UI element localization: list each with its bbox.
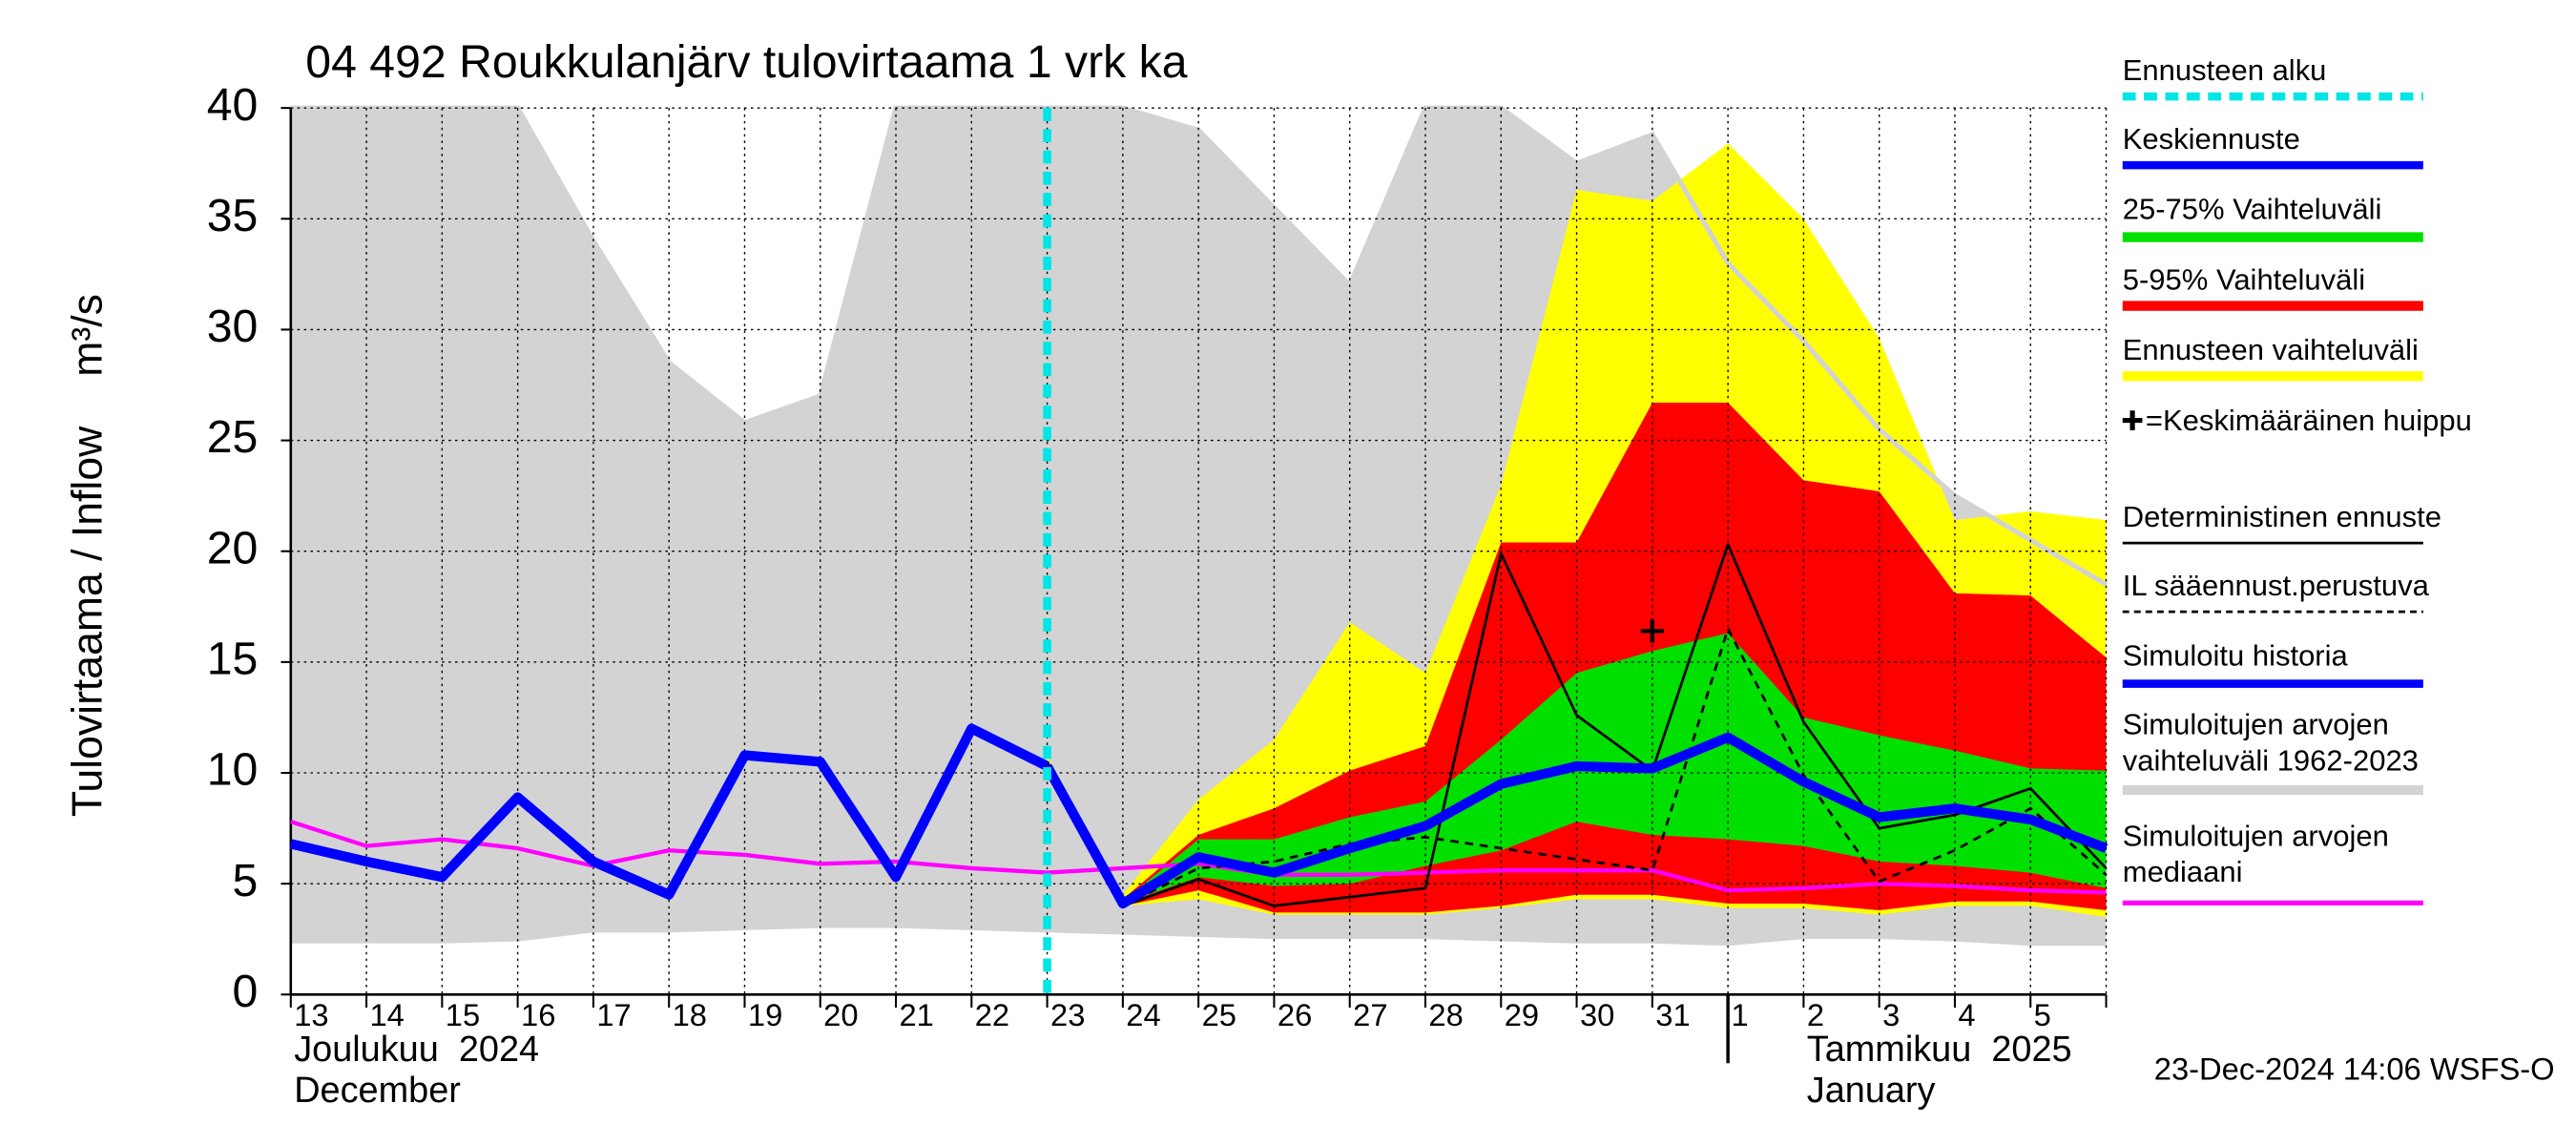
- x-tick-label: 22: [975, 997, 1009, 1032]
- y-tick-label: 5: [233, 855, 259, 906]
- x-tick-label: 13: [294, 997, 328, 1032]
- legend-entry: Deterministinen ennuste: [2122, 500, 2441, 533]
- y-tick-label: 15: [207, 634, 259, 685]
- y-axis-unit: m³/s: [64, 294, 111, 377]
- legend-entry: Ennusteen vaihteluväli: [2122, 333, 2419, 366]
- y-axis-label: Tulovirtaama / Inflow: [64, 426, 111, 817]
- series-line: [289, 723, 1049, 900]
- legend-entry: IL sääennust.perustuva: [2122, 569, 2429, 602]
- x-tick-label: 23: [1050, 997, 1085, 1032]
- x-tick-label: 2: [1807, 997, 1824, 1032]
- y-tick-label: 20: [207, 522, 259, 573]
- legend-entry: =Keskimääräinen huippu: [2145, 404, 2472, 437]
- x-tick-label: 24: [1126, 997, 1160, 1032]
- y-tick-label: 0: [233, 966, 259, 1017]
- month-label-en: December: [294, 1071, 461, 1111]
- month-label: Joulukuu 2024: [294, 1030, 539, 1070]
- legend-label: Ennusteen alku: [2122, 53, 2327, 87]
- x-tick-label: 31: [1655, 997, 1690, 1032]
- x-tick-label: 14: [370, 997, 405, 1032]
- legend-label: 5-95% Vaihteluväli: [2122, 263, 2366, 297]
- y-tick-label: 40: [207, 79, 259, 131]
- legend-label: Simuloitujen arvojen mediaani: [2122, 819, 2389, 888]
- legend-label: Ennusteen vaihteluväli: [2122, 333, 2419, 366]
- legend-entry: Ennusteen alku: [2122, 53, 2327, 87]
- x-tick-label: 17: [596, 997, 631, 1032]
- x-tick-label: 29: [1505, 997, 1539, 1032]
- x-tick-label: 20: [823, 997, 858, 1032]
- x-tick-label: 27: [1353, 997, 1387, 1032]
- timestamp: 23-Dec-2024 14:06 WSFS-O: [2154, 1051, 2555, 1087]
- legend-entry: Simuloitu historia: [2122, 639, 2348, 673]
- x-tick-label: 4: [1958, 997, 1975, 1032]
- peak-marker: [1640, 619, 1664, 643]
- month-label: Tammikuu 2025: [1807, 1030, 2072, 1070]
- x-tick-label: 28: [1428, 997, 1463, 1032]
- x-tick-label: 21: [899, 997, 933, 1032]
- x-tick-label: 16: [521, 997, 555, 1032]
- legend-label: Simuloitujen arvojen vaihteluväli 1962-2…: [2122, 708, 2419, 778]
- x-tick-label: 1: [1732, 997, 1749, 1032]
- legend-entry: 25-75% Vaihteluväli: [2122, 193, 2382, 226]
- x-tick-label: 25: [1202, 997, 1236, 1032]
- y-tick-label: 25: [207, 411, 259, 463]
- x-tick-label: 19: [748, 997, 782, 1032]
- x-tick-label: 26: [1278, 997, 1312, 1032]
- legend-label: Deterministinen ennuste: [2122, 500, 2441, 533]
- legend-label: 25-75% Vaihteluväli: [2122, 193, 2382, 226]
- legend-entry: Keskiennuste: [2122, 122, 2300, 156]
- series-line: [1043, 732, 2109, 909]
- month-label-en: January: [1807, 1071, 1936, 1111]
- legend-entry: Simuloitujen arvojen vaihteluväli 1962-2…: [2122, 708, 2419, 778]
- x-tick-label: 15: [446, 997, 480, 1032]
- y-tick-label: 10: [207, 744, 259, 796]
- x-tick-label: 18: [673, 997, 707, 1032]
- legend-entry: Simuloitujen arvojen mediaani: [2122, 819, 2389, 888]
- x-tick-label: 5: [2034, 997, 2051, 1032]
- legend-label: Simuloitu historia: [2122, 639, 2348, 673]
- x-tick-label: 30: [1580, 997, 1614, 1032]
- y-tick-label: 35: [207, 190, 259, 241]
- legend-label: IL sääennust.perustuva: [2122, 569, 2429, 602]
- legend-marker: [2122, 410, 2143, 430]
- legend-label: =Keskimääräinen huippu: [2145, 404, 2472, 437]
- y-tick-label: 30: [207, 301, 259, 352]
- series-line: [1046, 543, 2108, 907]
- x-tick-label: 3: [1882, 997, 1900, 1032]
- chart-title: 04 492 Roukkulanjärv tulovirtaama 1 vrk …: [305, 36, 1188, 88]
- legend-entry: 5-95% Vaihteluväli: [2122, 263, 2366, 297]
- legend-label: Keskiennuste: [2122, 122, 2300, 156]
